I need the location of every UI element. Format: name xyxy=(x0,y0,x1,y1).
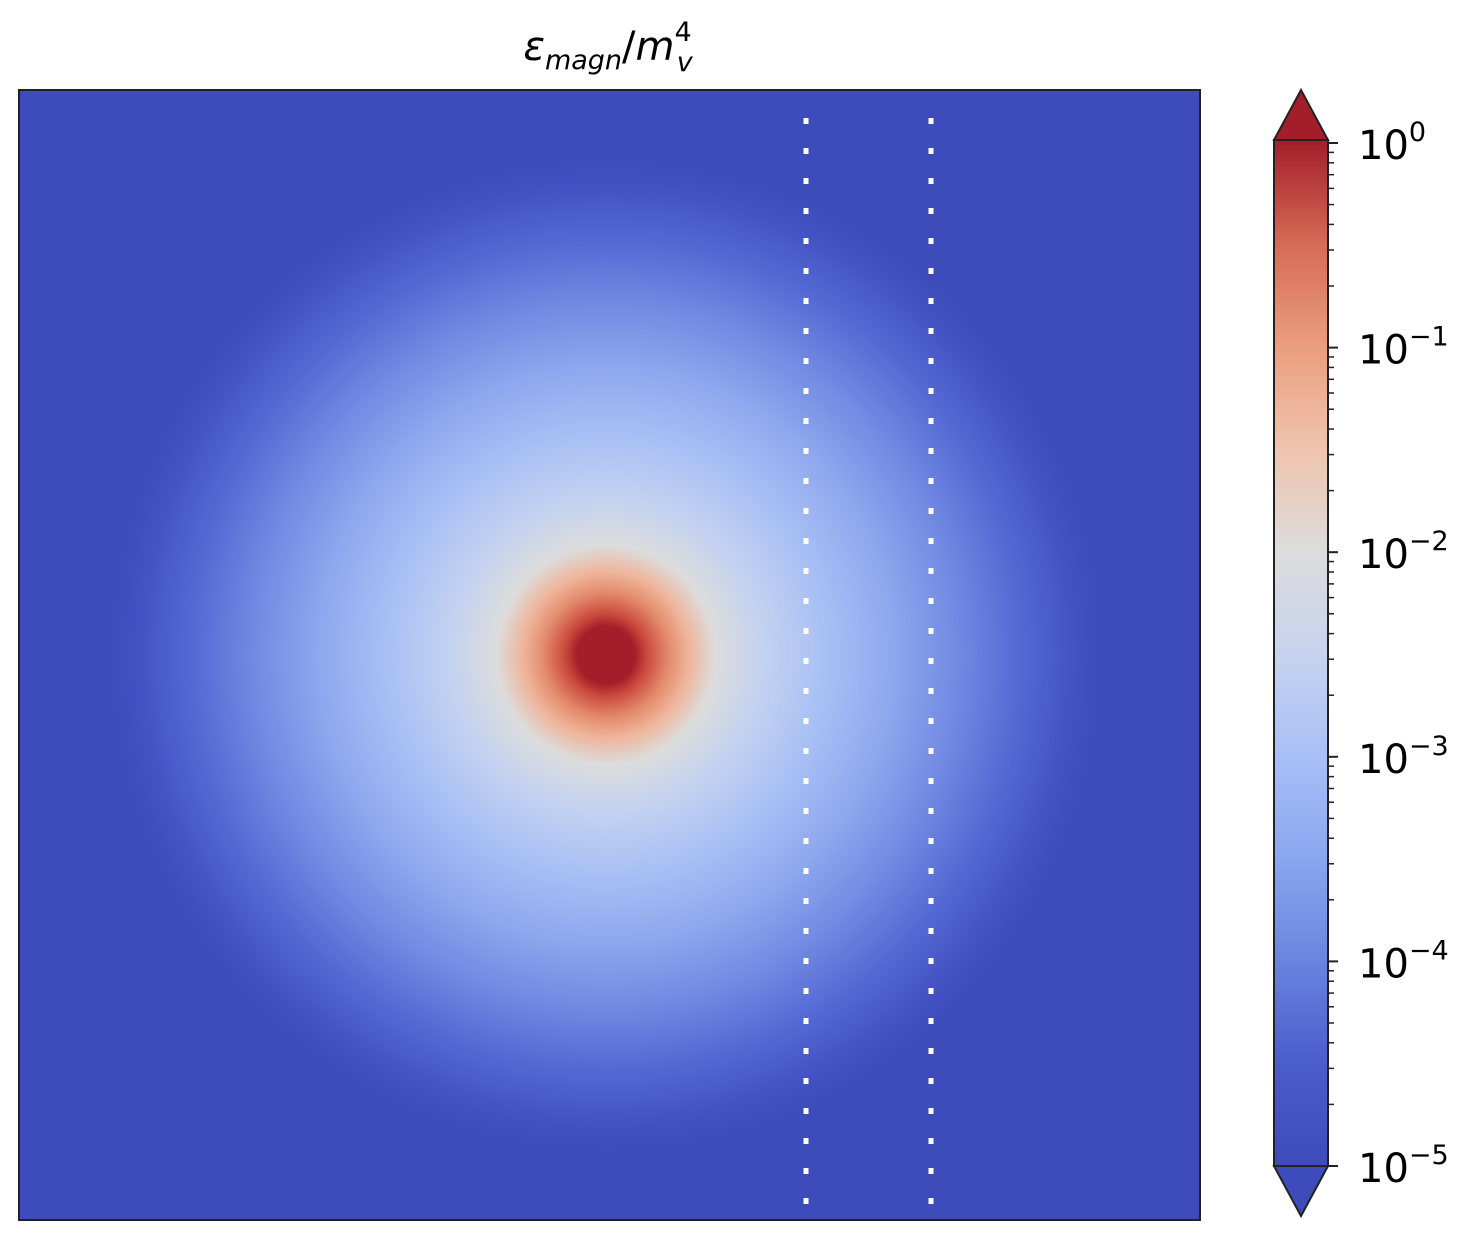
colorbar-extend-bottom xyxy=(1272,1165,1330,1219)
colorbar-ticks: 100 10−1 10−2 10−3 10−4 10−5 xyxy=(1328,117,1449,1192)
colorbar-tick-label: 10−3 xyxy=(1358,731,1449,783)
colorbar-tick-label: 10−5 xyxy=(1358,1140,1449,1192)
colorbar-tick-label: 10−4 xyxy=(1358,935,1449,987)
colorbar-tick-label: 10−2 xyxy=(1358,526,1449,578)
heatmap-field xyxy=(19,90,1200,1220)
chart-title: εmagn/m4 v xyxy=(523,17,693,78)
colorbar-tick-label: 100 xyxy=(1358,117,1426,169)
heatmap-panel xyxy=(18,89,1201,1221)
heatmap-frame xyxy=(18,89,1201,1221)
colorbar-extend-top xyxy=(1272,87,1330,141)
colorbar-tick-label: 10−1 xyxy=(1358,322,1449,374)
colorbar-body xyxy=(1273,139,1329,1167)
colorbar: 100 10−1 10−2 10−3 10−4 10−5 xyxy=(1272,87,1449,1219)
